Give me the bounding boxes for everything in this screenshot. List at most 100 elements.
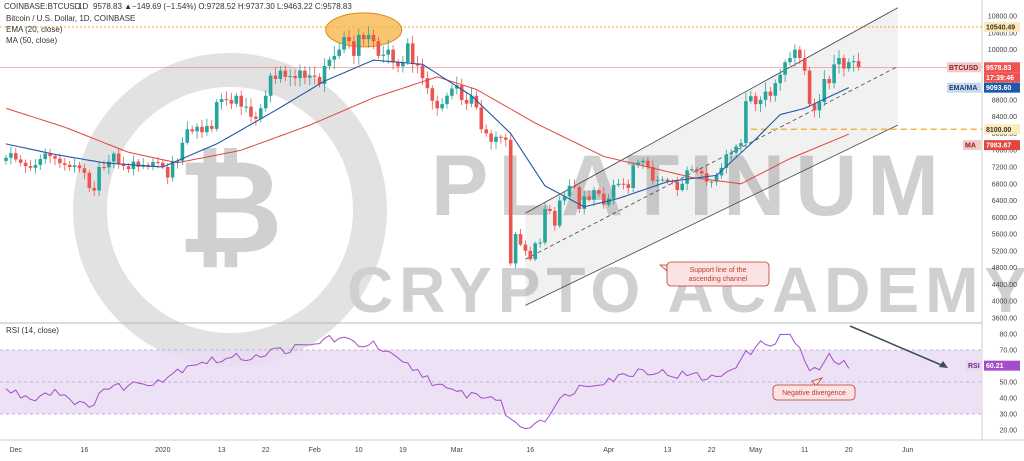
- candle-body: [768, 91, 773, 96]
- time-tick-label: Mar: [451, 447, 464, 454]
- candle-body: [254, 116, 258, 119]
- candle: [557, 195, 562, 229]
- candle-body: [396, 62, 400, 67]
- candle-body: [210, 125, 214, 129]
- candle-body: [391, 49, 395, 63]
- candle: [293, 69, 297, 86]
- candle: [332, 46, 337, 70]
- candle: [807, 66, 812, 108]
- tag-rsi-name: RSI: [966, 360, 981, 371]
- tag-resistance-box: [984, 21, 1020, 32]
- candle: [440, 98, 444, 112]
- candle: [376, 36, 381, 60]
- candle-body: [327, 59, 332, 66]
- candle: [288, 69, 292, 87]
- candle-body: [680, 183, 684, 191]
- candle: [651, 160, 655, 185]
- candle-body: [288, 76, 292, 78]
- candle: [190, 125, 194, 135]
- candle-body: [445, 95, 449, 105]
- candle: [53, 154, 57, 166]
- channel-layer: [525, 7, 898, 306]
- candle: [494, 131, 498, 150]
- candle-body: [700, 171, 704, 174]
- candle: [322, 58, 327, 93]
- candle-body: [23, 162, 28, 167]
- candle-body: [798, 49, 802, 59]
- candle-body: [602, 193, 606, 205]
- candle: [802, 49, 807, 76]
- candle-body: [739, 143, 743, 147]
- candle-body: [87, 172, 92, 188]
- candle-body: [523, 244, 528, 251]
- candle: [347, 29, 351, 49]
- candle-body: [366, 34, 371, 40]
- candle: [263, 90, 268, 112]
- candle-body: [494, 136, 498, 142]
- candle-body: [28, 166, 33, 168]
- candle-body: [685, 170, 689, 184]
- time-tick-label: 2020: [155, 447, 171, 454]
- candle: [469, 87, 474, 108]
- price-tag-layer: 10540.49 BTCUSD 9578.83 17:39:46 EMA/MA 9093.…: [947, 21, 1020, 371]
- candle: [695, 166, 699, 174]
- candle-body: [758, 99, 763, 105]
- rsi-layer: [5, 333, 850, 430]
- candle: [553, 206, 557, 231]
- tag-btc-value-text: 9578.83: [986, 65, 1011, 72]
- candle: [72, 158, 77, 173]
- candle-body: [709, 181, 714, 183]
- ma50-line: [5, 76, 849, 185]
- candle: [602, 187, 606, 209]
- chart-header: COINBASE:BTCUSD 1D 9578.83 ▲−149.69 (−1.…: [4, 2, 352, 335]
- candle-body: [499, 136, 503, 138]
- support-callout-line2: ascending channel: [689, 276, 748, 283]
- candle: [636, 159, 640, 169]
- candle-body: [72, 165, 77, 167]
- candle: [87, 169, 92, 192]
- candle-body: [543, 208, 547, 243]
- candle-body: [763, 91, 768, 100]
- candle-body: [822, 78, 827, 103]
- candle: [151, 158, 155, 171]
- candle: [317, 73, 322, 88]
- candle-body: [165, 167, 170, 178]
- divergence-arrowhead-icon: [939, 361, 948, 368]
- header-ma: MA (50, close): [6, 36, 57, 45]
- candle: [410, 35, 415, 73]
- tag-support-text: 8100.00: [986, 127, 1011, 134]
- candle-body: [734, 146, 738, 153]
- candle-body: [753, 96, 758, 105]
- candle-body: [749, 96, 753, 102]
- candle-body: [92, 187, 96, 191]
- ema20-line: [5, 59, 850, 208]
- tag-ema-name: EMA/MA: [947, 82, 981, 93]
- candle-body: [263, 95, 268, 109]
- candle: [357, 28, 361, 65]
- candle-body: [381, 54, 386, 56]
- candle: [621, 178, 626, 190]
- time-tick-label: 16: [526, 447, 534, 454]
- candle-body: [406, 43, 410, 63]
- price-tick-label: 8800.00: [992, 97, 1017, 104]
- rsi-tick-label: 80.00: [999, 332, 1017, 339]
- tag-rsi-value: 60.21: [984, 360, 1020, 371]
- tag-rsi-value-text: 60.21: [986, 363, 1004, 370]
- candle: [9, 147, 13, 165]
- candle: [597, 187, 601, 197]
- candle-body: [312, 75, 317, 77]
- candle: [327, 56, 332, 70]
- candle: [744, 92, 748, 148]
- candle-body: [386, 49, 390, 55]
- candle: [185, 121, 190, 145]
- candle: [430, 85, 435, 110]
- candle-body: [714, 175, 719, 182]
- tag-ma-value: 7983.67: [984, 140, 1020, 151]
- candle: [273, 66, 278, 85]
- time-tick-label: 11: [801, 447, 808, 454]
- candle: [102, 160, 106, 171]
- candle: [489, 129, 493, 150]
- candle-body: [842, 58, 846, 69]
- candle-body: [107, 161, 111, 168]
